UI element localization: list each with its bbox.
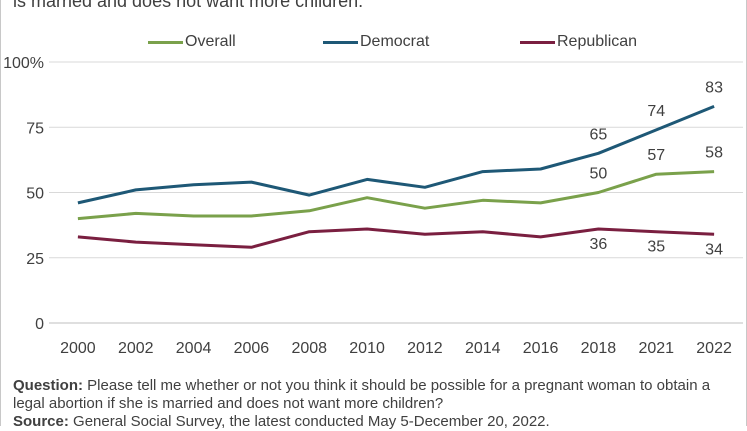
series-line-democrat: [78, 106, 714, 202]
y-tick-label-50: 50: [26, 186, 44, 203]
x-tick-label-2021: 2021: [638, 340, 674, 357]
question-text: Please tell me whether or not you think …: [13, 377, 710, 412]
data-label-democrat-2021: 74: [647, 103, 665, 120]
x-tick-label-2000: 2000: [60, 340, 96, 357]
source-note: Source: General Social Survey, the lates…: [13, 413, 738, 431]
x-tick-label-2004: 2004: [176, 340, 212, 357]
x-tick-label-2010: 2010: [349, 340, 385, 357]
data-label-republican-2022: 34: [705, 241, 723, 258]
x-tick-label-2006: 2006: [234, 340, 270, 357]
y-tick-label-100: 100%: [3, 55, 44, 72]
x-tick-label-2016: 2016: [523, 340, 559, 357]
question-label: Question:: [13, 377, 83, 394]
data-label-overall-2018: 50: [590, 166, 608, 183]
source-label: Source:: [13, 413, 69, 430]
series-line-overall: [78, 172, 714, 219]
y-tick-label-0: 0: [35, 316, 44, 333]
data-label-republican-2021: 35: [647, 239, 665, 256]
question-note: Question: Please tell me whether or not …: [13, 377, 738, 413]
data-label-overall-2021: 57: [647, 147, 665, 164]
x-tick-label-2022: 2022: [696, 340, 732, 357]
footnote: Question: Please tell me whether or not …: [13, 377, 738, 431]
x-tick-label-2018: 2018: [581, 340, 617, 357]
data-label-democrat-2022: 83: [705, 79, 723, 96]
x-tick-label-2008: 2008: [291, 340, 327, 357]
data-label-democrat-2018: 65: [590, 126, 608, 143]
data-label-republican-2018: 36: [590, 236, 608, 253]
y-tick-label-75: 75: [26, 120, 44, 137]
source-text: General Social Survey, the latest conduc…: [73, 413, 550, 430]
x-tick-label-2012: 2012: [407, 340, 443, 357]
series-line-republican: [78, 229, 714, 247]
x-tick-label-2002: 2002: [118, 340, 154, 357]
data-label-overall-2022: 58: [705, 145, 723, 162]
y-tick-label-25: 25: [26, 251, 44, 268]
x-tick-label-2014: 2014: [465, 340, 501, 357]
